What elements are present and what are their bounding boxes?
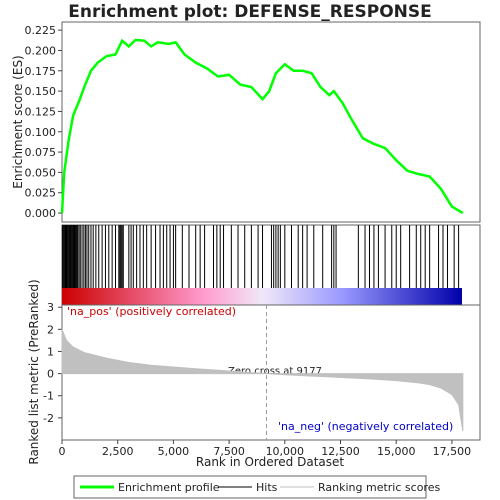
es-panel [61,21,481,223]
metric-tick-label: -1 [43,390,54,403]
metric-area [61,329,464,432]
metric-tick-label: 3 [47,301,54,314]
chart-title: Enrichment plot: DEFENSE_RESPONSE [68,2,432,22]
legend-es: Enrichment profile [118,481,220,494]
x-tick-label: 7,500 [213,445,245,458]
zero-cross-label: Zero cross at 9177 [228,366,322,377]
y-tick-label: 0.150 [25,85,57,98]
legend-hits: Hits [256,481,278,494]
es-line [60,38,464,215]
x-tick-label: 10,000 [266,445,305,458]
rank-colorbar [62,288,462,305]
metric-axis-label: Ranked list metric (PreRanked) [27,279,41,464]
y-tick-label: 0.225 [25,24,57,37]
x-tick-label: 2,500 [102,445,134,458]
x-tick-label: 5,000 [158,445,190,458]
y-tick-label: 0.000 [25,207,57,220]
pos-label: 'na_pos' (positively correlated) [67,305,236,318]
metric-tick-label: 1 [47,345,54,358]
metric-tick-label: 0 [47,368,54,381]
x-tick-label: 17,500 [433,445,472,458]
neg-label: 'na_neg' (negatively correlated) [278,420,453,433]
y-tick-label: 0.175 [25,65,57,78]
legend-metric: Ranking metric scores [318,481,440,494]
x-tick-label: 12,500 [321,445,360,458]
y-tick-label: 0.125 [25,105,57,118]
y-tick-label: 0.100 [25,126,57,139]
y-tick-label: 0.050 [25,166,57,179]
y-tick-label: 0.075 [25,146,57,159]
x-tick-label: 0 [59,445,66,458]
x-tick-label: 15,000 [377,445,416,458]
metric-tick-label: 2 [47,323,54,336]
y-tick-label: 0.025 [25,187,57,200]
y-tick-label: 0.200 [25,44,57,57]
x-axis-label: Rank in Ordered Dataset [196,455,344,469]
es-axis-label: Enrichment score (ES) [11,55,25,188]
metric-tick-label: -2 [43,412,54,425]
